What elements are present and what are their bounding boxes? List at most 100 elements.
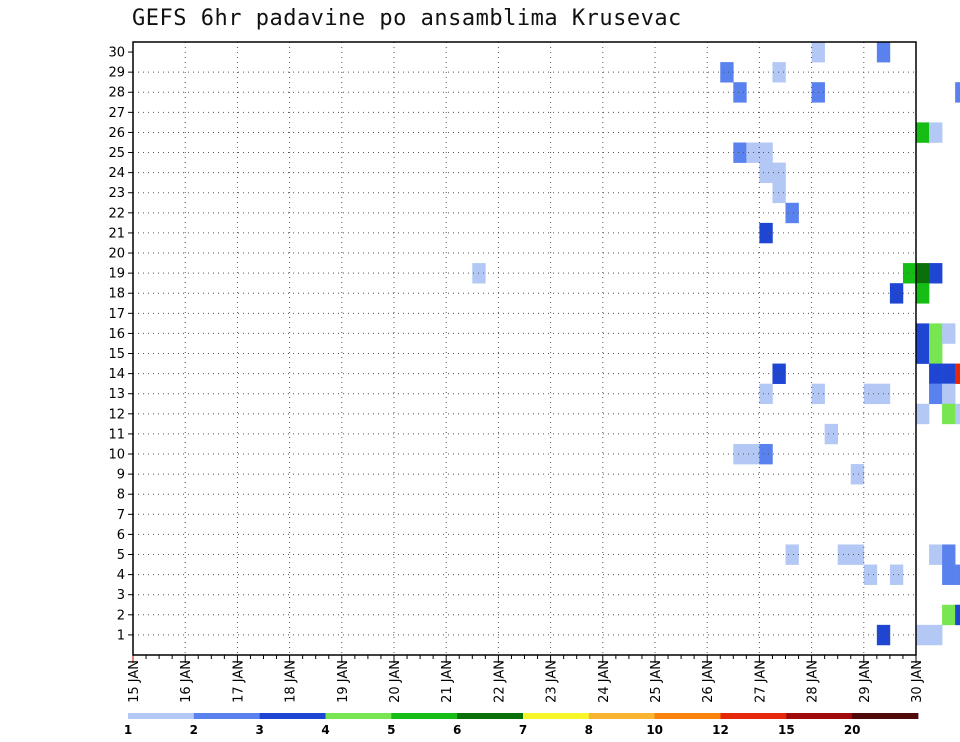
y-tick-label: 29 bbox=[108, 66, 125, 81]
precip-cell bbox=[772, 363, 786, 384]
colorbar-label: 6 bbox=[453, 723, 461, 737]
y-tick-label: 6 bbox=[117, 528, 125, 543]
grid-lines bbox=[133, 42, 916, 655]
colorbar-segment bbox=[391, 713, 458, 719]
precip-cell bbox=[942, 604, 956, 626]
colorbar-segment bbox=[325, 713, 392, 719]
x-axis-ticks: 15 JAN 16 JAN 17 JAN 18 JAN 19 JAN 20 JAN 21 J… bbox=[127, 655, 925, 703]
precip-cell bbox=[850, 464, 865, 485]
precip-cell bbox=[837, 544, 852, 565]
colorbar-label: 5 bbox=[387, 723, 395, 737]
y-tick-label: 9 bbox=[117, 468, 125, 483]
precip-cell bbox=[942, 564, 956, 585]
precip-cell bbox=[942, 403, 956, 425]
x-tick-label: 29 JAN bbox=[858, 660, 873, 703]
y-tick-label: 24 bbox=[108, 166, 125, 181]
precip-cell bbox=[733, 82, 747, 103]
y-tick-label: 10 bbox=[108, 448, 125, 463]
precip-cell bbox=[916, 343, 930, 364]
x-tick-label: 27 JAN bbox=[753, 660, 768, 703]
colorbar-label: 12 bbox=[712, 723, 729, 737]
y-tick-label: 19 bbox=[108, 267, 125, 282]
y-tick-label: 13 bbox=[108, 387, 125, 402]
y-tick-label: 8 bbox=[117, 488, 125, 503]
precip-cell bbox=[916, 263, 930, 284]
y-tick-label: 25 bbox=[108, 146, 125, 161]
precip-cell bbox=[850, 544, 865, 565]
precip-cell bbox=[759, 383, 773, 405]
x-tick-label: 26 JAN bbox=[701, 660, 716, 703]
precip-cell bbox=[916, 403, 930, 425]
y-tick-label: 14 bbox=[108, 367, 125, 382]
y-tick-label: 30 bbox=[108, 46, 125, 61]
precip-cell bbox=[811, 42, 825, 63]
precip-cell bbox=[955, 564, 960, 585]
colorbar-label: 3 bbox=[255, 723, 263, 737]
colorbar-label: 7 bbox=[519, 723, 527, 737]
colorbar-segment bbox=[786, 713, 853, 719]
plot-frame bbox=[132, 41, 917, 656]
precip-cell bbox=[955, 82, 960, 103]
y-tick-label: 20 bbox=[108, 247, 125, 262]
precip-cell bbox=[929, 383, 943, 405]
y-tick-label: 11 bbox=[108, 427, 125, 442]
precip-cell bbox=[942, 383, 956, 405]
y-tick-label: 3 bbox=[117, 588, 125, 603]
colorbar-segment bbox=[193, 713, 261, 719]
x-tick-label: 16 JAN bbox=[179, 660, 194, 703]
precip-cell bbox=[929, 363, 943, 384]
precip-cell bbox=[772, 62, 786, 83]
y-tick-label: 23 bbox=[108, 186, 125, 201]
precip-cell bbox=[759, 443, 773, 465]
x-tick-label: 21 JAN bbox=[440, 660, 455, 703]
y-tick-label: 15 bbox=[108, 347, 125, 362]
precip-cell bbox=[772, 182, 786, 204]
precip-cell bbox=[929, 343, 943, 364]
precip-cell bbox=[889, 564, 904, 585]
precip-cell bbox=[929, 544, 943, 565]
colorbar-label: 8 bbox=[585, 723, 593, 737]
y-tick-label: 22 bbox=[108, 206, 125, 221]
precip-cell bbox=[720, 62, 734, 83]
colorbar-label: 1 bbox=[124, 723, 132, 737]
colorbar-segment bbox=[720, 713, 787, 719]
precip-cell bbox=[929, 624, 943, 646]
colorbar-segment bbox=[523, 713, 590, 719]
x-tick-label: 19 JAN bbox=[336, 660, 351, 703]
precip-cell bbox=[942, 544, 956, 565]
precip-cell bbox=[916, 624, 930, 646]
precip-cell bbox=[929, 263, 943, 284]
colorbar-segment bbox=[128, 713, 195, 719]
y-tick-label: 2 bbox=[117, 608, 125, 623]
precip-cell bbox=[876, 42, 891, 63]
colorbar-label: 15 bbox=[778, 723, 795, 737]
y-tick-label: 18 bbox=[108, 287, 125, 302]
x-tick-label: 20 JAN bbox=[388, 660, 403, 703]
x-tick-label: 17 JAN bbox=[231, 660, 246, 703]
y-tick-label: 17 bbox=[108, 307, 125, 322]
colorbar-label: 4 bbox=[321, 723, 329, 737]
precip-cell bbox=[916, 122, 930, 143]
colorbar: 1 2 3 4 5 6 7 8 10 12 15 20 bbox=[124, 713, 919, 737]
y-tick-label: 21 bbox=[108, 226, 125, 241]
y-tick-label: 26 bbox=[108, 126, 125, 141]
precip-cell bbox=[955, 604, 960, 626]
precip-cells bbox=[472, 42, 960, 646]
x-tick-label: 23 JAN bbox=[545, 660, 560, 703]
precip-cell bbox=[955, 403, 960, 425]
precip-cell bbox=[759, 142, 773, 163]
precip-cell bbox=[942, 363, 956, 384]
precip-cell bbox=[785, 202, 799, 224]
colorbar-label: 20 bbox=[844, 723, 861, 737]
precip-cell bbox=[863, 564, 878, 585]
y-tick-label: 27 bbox=[108, 106, 125, 121]
colorbar-segment bbox=[588, 713, 656, 719]
precip-cell bbox=[824, 423, 838, 445]
y-tick-label: 7 bbox=[117, 508, 125, 523]
colorbar-segment bbox=[457, 713, 524, 719]
y-tick-label: 28 bbox=[108, 86, 125, 101]
precip-cell bbox=[759, 222, 773, 244]
precip-cell bbox=[929, 323, 943, 344]
precip-cell bbox=[759, 162, 773, 183]
